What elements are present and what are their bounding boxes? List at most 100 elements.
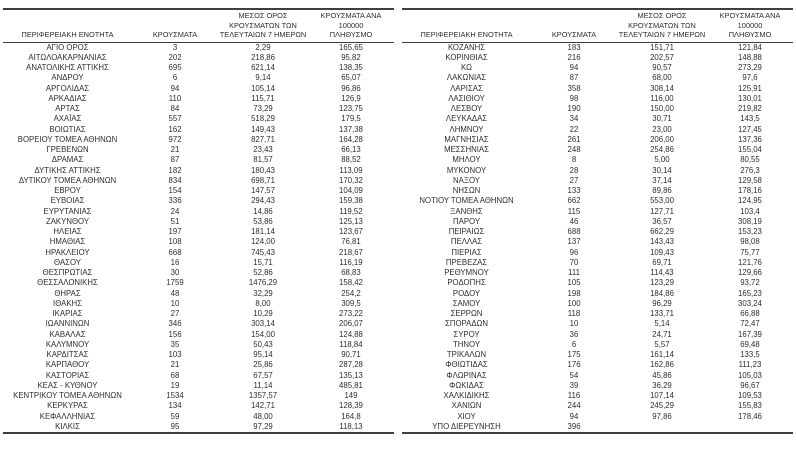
- cell-per100k: 155,83: [738, 401, 762, 411]
- cell-per100k: 119,52: [339, 206, 363, 216]
- cell-cases: 87: [569, 73, 579, 83]
- cell-avg7: 115,71: [251, 93, 275, 103]
- cell-cases: 557: [168, 114, 182, 124]
- cell-region: ΜΕΣΣΗΝΙΑΣ: [444, 145, 489, 154]
- cell-avg7: 32,29: [253, 288, 273, 298]
- cell-per100k: 149: [344, 391, 358, 400]
- cell-per100k: 125,91: [738, 83, 762, 93]
- table-row: ΛΕΥΚΑΔΑΣ 34 30,71 143,5: [402, 114, 793, 124]
- cell-per100k: 129,66: [738, 268, 762, 277]
- cell-region: ΣΑΜΟΥ: [452, 298, 481, 308]
- table-row: ΘΑΣΟΥ 16 15,71 116,19: [3, 258, 394, 268]
- cell-cases: 3: [172, 42, 178, 52]
- cell-per100k: 133,5: [740, 350, 760, 359]
- cell-region: ΘΗΡΑΣ: [54, 288, 81, 298]
- cell-cases: 87: [170, 155, 180, 165]
- table-header-left: ΠΕΡΙΦΕΡΕΙΑΚΗ ΕΝΟΤΗΤΑ ΚΡΟΥΣΜΑΤΑ ΜΕΣΟΣ ΟΡΟ…: [3, 9, 394, 42]
- cell-per100k: 148,88: [738, 52, 762, 62]
- header-cases: ΚΡΟΥΣΜΑΤΑ: [551, 30, 597, 39]
- cell-avg7: 73,29: [253, 104, 273, 113]
- cell-per100k: 113,09: [339, 165, 363, 175]
- cell-avg7: 9,14: [255, 73, 271, 83]
- cell-cases: 156: [168, 329, 182, 339]
- cell-avg7: 14,86: [253, 206, 273, 216]
- cell-avg7: 107,14: [650, 391, 674, 400]
- table-row: ΖΑΚΥΝΘΟΥ 51 53,86 125,13: [3, 217, 394, 227]
- cell-cases: 48: [170, 288, 180, 298]
- cell-per100k: 105,03: [738, 370, 762, 380]
- cell-per100k: 97,6: [742, 73, 758, 83]
- cell-avg7: 218,86: [251, 52, 275, 62]
- cell-cases: 190: [567, 104, 581, 113]
- table-row: ΗΜΑΘΙΑΣ 108 124,00 76,81: [3, 237, 394, 247]
- cell-region: ΝΑΞΟΥ: [453, 175, 480, 185]
- cell-per100k: 138,35: [339, 63, 363, 72]
- cell-per100k: 124,88: [339, 329, 363, 339]
- cell-avg7: 37,14: [652, 175, 672, 185]
- cell-avg7: 124,00: [251, 237, 275, 247]
- cell-per100k: 118,84: [339, 339, 363, 349]
- cell-cases: 22: [569, 124, 579, 134]
- cell-region: ΠΙΕΡΙΑΣ: [451, 247, 482, 257]
- cell-region: ΚΕΑΣ - ΚΥΘΝΟΥ: [37, 380, 98, 390]
- table-row: ΚΩ 94 90,57 273,29: [402, 63, 793, 73]
- cell-cases: 668: [168, 247, 182, 257]
- table-row: ΣΕΡΡΩΝ 118 133,71 66,88: [402, 309, 793, 319]
- cell-region: ΚΕΝΤΡΙΚΟΥ ΤΟΜΕΑ ΑΘΗΝΩΝ: [13, 391, 122, 400]
- cell-cases: 972: [168, 134, 182, 144]
- cell-region: ΘΕΣΠΡΩΤΙΑΣ: [42, 268, 93, 277]
- table-row: ΙΩΑΝΝΙΝΩΝ 346 303,14 206,07: [3, 319, 394, 329]
- header-per100k: ΚΡΟΥΣΜΑΤΑ ΑΝΑ 100000 ΠΛΗΘΥΣΜΟ: [320, 11, 382, 39]
- cell-region: ΒΟΡΕΙΟΥ ΤΟΜΕΑ ΑΘΗΝΩΝ: [17, 134, 118, 144]
- table-row: ΧΑΝΙΩΝ 244 245,29 155,83: [402, 401, 793, 411]
- table-row: ΑΡΤΑΣ 84 73,29 123,75: [3, 104, 394, 114]
- cell-region: ΠΕΙΡΑΙΩΣ: [448, 227, 485, 236]
- table-row: ΚΑΛΥΜΝΟΥ 35 50,43 118,84: [3, 340, 394, 350]
- cell-avg7: 36,29: [652, 380, 672, 390]
- cell-region: ΔΥΤΙΚΟΥ ΤΟΜΕΑ ΑΘΗΝΩΝ: [18, 175, 117, 185]
- cell-region: ΛΕΥΚΑΔΑΣ: [445, 114, 488, 124]
- cell-region: ΝΗΣΩΝ: [452, 186, 481, 195]
- table-row: ΧΙΟΥ 94 97,86 178,46: [402, 412, 793, 422]
- table-row: ΦΘΙΩΤΙΔΑΣ 176 162,86 111,23: [402, 360, 793, 370]
- cell-region: ΑΧΑΪΑΣ: [53, 114, 82, 124]
- cell-per100k: 88,52: [341, 155, 361, 165]
- cell-cases: 24: [170, 206, 180, 216]
- table-row: ΚΟΖΑΝΗΣ 183 151,71 121,84: [402, 42, 793, 53]
- cell-region: ΙΩΑΝΝΙΝΩΝ: [45, 319, 90, 329]
- cell-avg7: 5,00: [654, 155, 670, 165]
- cell-region: ΚΕΡΚΥΡΑΣ: [47, 401, 88, 411]
- cell-per100k: 104,09: [339, 186, 363, 195]
- header-row: ΠΕΡΙΦΕΡΕΙΑΚΗ ΕΝΟΤΗΤΑ ΚΡΟΥΣΜΑΤΑ ΜΕΣΟΣ ΟΡΟ…: [402, 9, 793, 42]
- table-row: ΑΧΑΪΑΣ 557 518,29 179,5: [3, 114, 394, 124]
- cell-per100k: 137,38: [339, 124, 363, 134]
- cell-avg7: 294,43: [251, 196, 275, 206]
- cell-cases: 21: [170, 145, 180, 154]
- cell-per100k: 137,36: [738, 134, 762, 144]
- table-row: ΣΠΟΡΑΔΩΝ 10 5,14 72,47: [402, 319, 793, 329]
- cell-region: ΑΝΔΡΟΥ: [51, 73, 84, 83]
- cell-avg7: 30,71: [652, 114, 672, 124]
- header-per100k: ΚΡΟΥΣΜΑΤΑ ΑΝΑ 100000 ΠΛΗΘΥΣΜΟ: [719, 11, 781, 39]
- cell-avg7: 1357,57: [248, 391, 278, 400]
- cell-avg7: 5,14: [654, 319, 670, 329]
- cell-avg7: 698,71: [251, 175, 275, 185]
- cell-avg7: 81,57: [253, 155, 273, 165]
- cell-cases: 54: [569, 370, 579, 380]
- cell-avg7: 25,86: [253, 360, 273, 370]
- header-avg7: ΜΕΣΟΣ ΟΡΟΣ ΚΡΟΥΣΜΑΤΩΝ ΤΩΝ ΤΕΛΕΥΤΑΙΩΝ 7 Η…: [618, 11, 706, 39]
- cell-region: ΙΚΑΡΙΑΣ: [52, 309, 83, 318]
- cell-avg7: 553,00: [650, 196, 674, 206]
- cell-per100k: 155,04: [738, 145, 762, 154]
- cell-cases: 118: [567, 309, 581, 318]
- cell-region: ΡΕΘΥΜΝΟΥ: [444, 268, 489, 277]
- cell-per100k: 123,67: [339, 227, 363, 236]
- cell-region: ΘΕΣΣΑΛΟΝΙΚΗΣ: [37, 278, 98, 288]
- cell-cases: 198: [567, 288, 581, 298]
- cell-cases: 51: [170, 216, 180, 226]
- cell-cases: 134: [168, 401, 182, 411]
- cell-avg7: 1476,29: [248, 278, 278, 288]
- table-row: ΠΕΙΡΑΙΩΣ 688 662,29 153,23: [402, 227, 793, 237]
- cell-avg7: 116,00: [650, 93, 674, 103]
- cell-avg7: 151,71: [650, 42, 674, 52]
